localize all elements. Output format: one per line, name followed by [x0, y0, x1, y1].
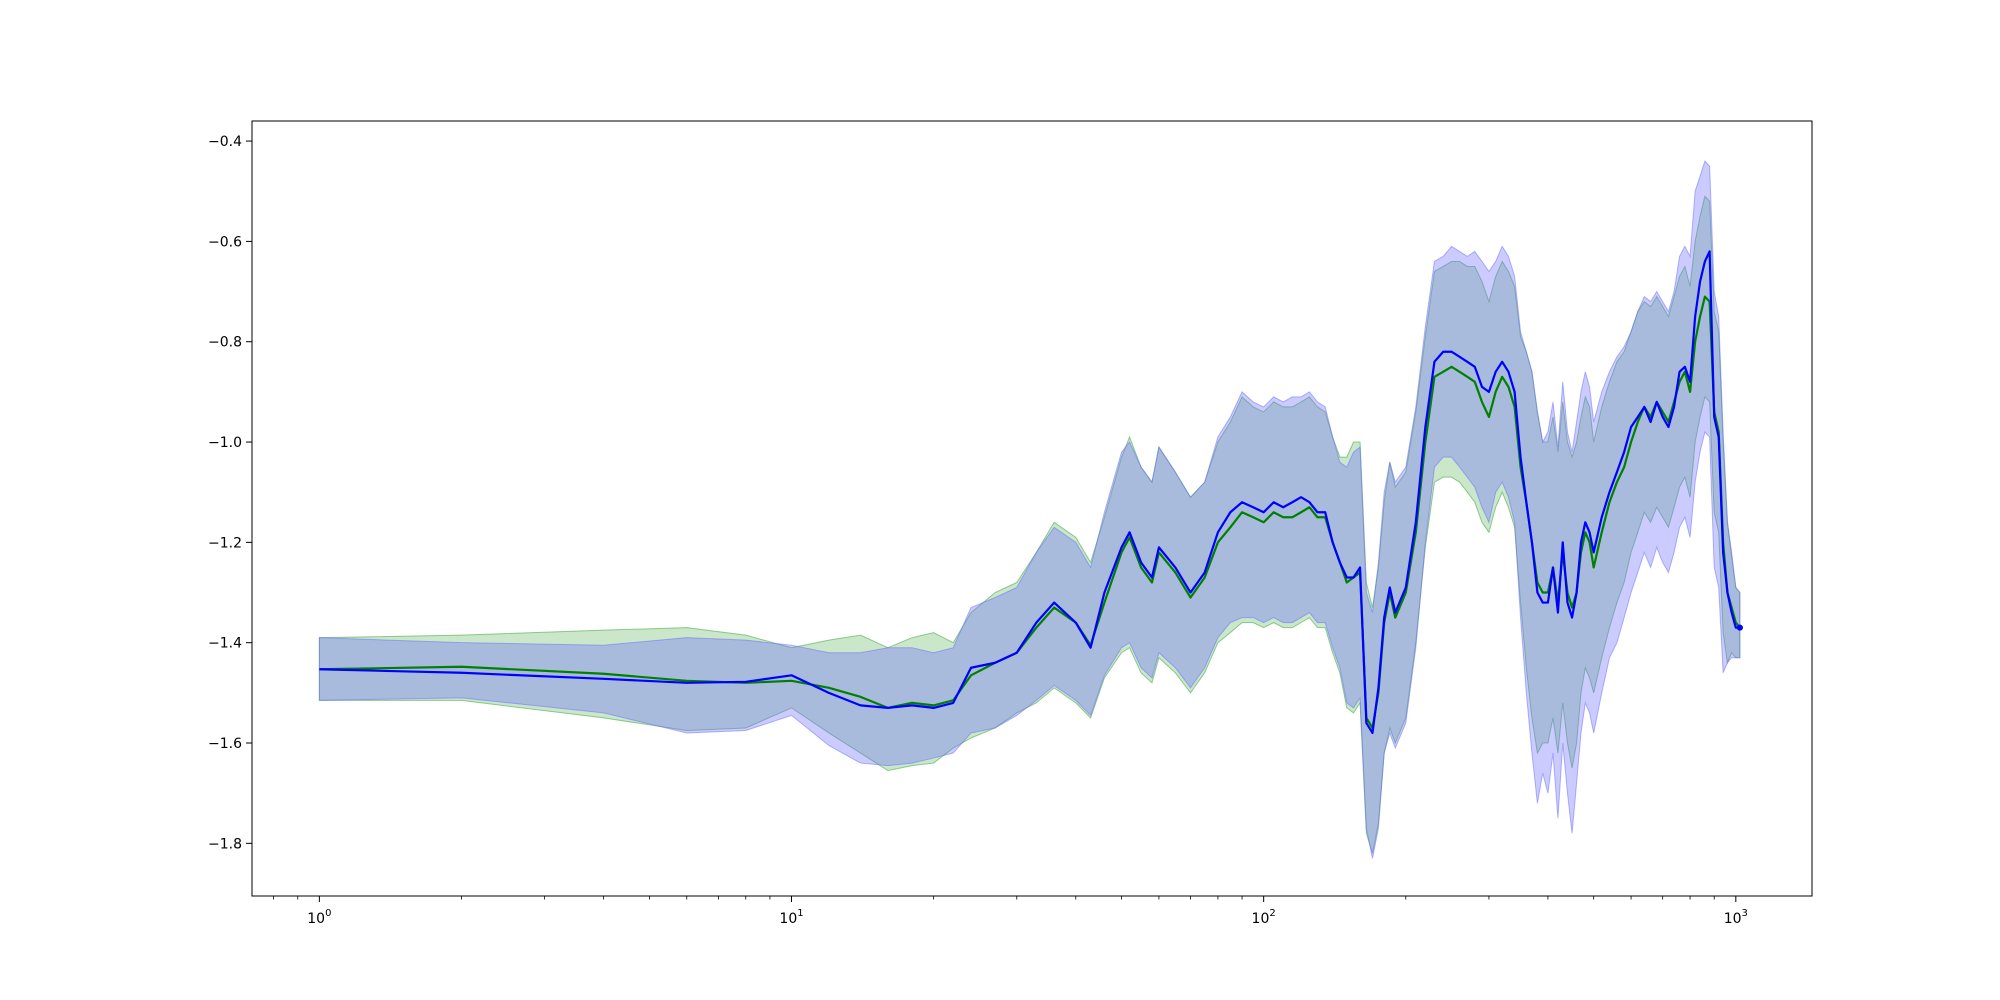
- x-tick-label: 103: [1724, 908, 1748, 927]
- series-2-line: [319, 250, 1740, 735]
- y-tick-label: −0.6: [208, 234, 242, 250]
- x-axis: 100 101 102 103: [273, 896, 1748, 927]
- x-tick-label: 100: [307, 908, 331, 927]
- x-tick-label: 102: [1252, 908, 1276, 927]
- y-tick-label: −1.6: [208, 736, 242, 752]
- y-tick-label: −1.4: [208, 636, 242, 652]
- y-tick-label: −1.8: [208, 836, 242, 852]
- series-2-band: [318, 160, 1741, 859]
- series-2-end-point: [1736, 624, 1743, 631]
- y-tick-label: −1.2: [208, 535, 242, 551]
- x-tick-label: 101: [779, 908, 803, 927]
- y-tick-label: −0.4: [208, 134, 242, 150]
- series-lines: [319, 250, 1743, 735]
- y-tick-label: −1.0: [208, 435, 242, 451]
- plot-frame: [251, 120, 1813, 897]
- y-axis: −0.4 −0.6 −0.8 −1.0 −1.2 −1.4 −1.6 −1.8: [208, 134, 252, 852]
- y-tick-label: −0.8: [208, 335, 242, 351]
- confidence-bands: [318, 160, 1741, 859]
